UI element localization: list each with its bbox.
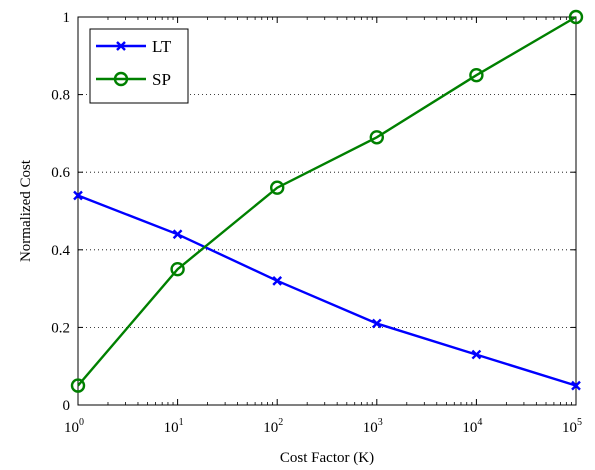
data-point-sp — [170, 262, 185, 277]
data-point-sp — [70, 378, 86, 393]
data-point-lt — [371, 318, 382, 329]
data-point-lt — [571, 380, 581, 391]
y-tick-label: 0.8 — [51, 88, 70, 104]
axis-ticks: 0 0.2 0.4 0.6 0.8 1 100 101 102 103 104 105 — [51, 10, 582, 436]
data-point-sp — [469, 67, 484, 83]
data-point-lt — [172, 229, 183, 240]
legend-label-lt: LT — [152, 37, 172, 56]
data-point-sp — [568, 9, 584, 25]
x-tick-label: 104 — [462, 417, 482, 436]
y-tick-label: 0.4 — [51, 243, 70, 259]
legend: LT SP — [89, 28, 189, 104]
legend-label-sp: SP — [152, 70, 171, 89]
data-point-sp — [270, 180, 285, 195]
legend-marker-sp — [113, 71, 129, 87]
data-point-lt — [272, 275, 283, 286]
x-tick-label: 101 — [164, 417, 184, 436]
legend-marker-lt — [116, 41, 126, 51]
gridlines — [78, 94, 576, 328]
data-point-lt — [73, 190, 83, 201]
series-layer — [70, 9, 584, 393]
data-point-lt — [471, 349, 482, 360]
x-tick-label: 103 — [363, 417, 383, 436]
y-tick-label: 0 — [63, 398, 71, 414]
plot-frame — [77, 16, 577, 406]
y-tick-label: 0.2 — [51, 320, 70, 336]
x-tick-label: 100 — [64, 417, 84, 436]
y-tick-label: 1 — [63, 10, 71, 26]
legend-box — [89, 28, 189, 104]
y-axis-label: Normalized Cost — [18, 159, 34, 262]
x-axis-label: Cost Factor (K) — [280, 450, 374, 466]
x-tick-label: 102 — [263, 417, 283, 436]
data-point-sp — [369, 130, 384, 145]
series-line-sp — [77, 15, 577, 387]
y-tick-label: 0.6 — [51, 165, 70, 181]
series-line-lt — [77, 194, 577, 387]
x-tick-label: 105 — [562, 417, 582, 436]
